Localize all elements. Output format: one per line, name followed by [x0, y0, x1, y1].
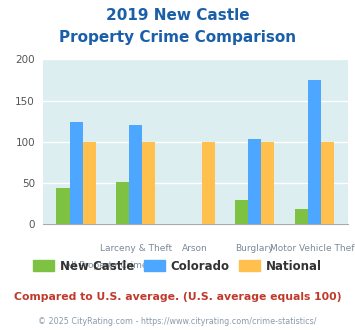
Bar: [116, 182, 129, 224]
Text: Larceny & Theft: Larceny & Theft: [100, 244, 172, 253]
Text: Property Crime Comparison: Property Crime Comparison: [59, 30, 296, 45]
Text: Motor Vehicle Theft: Motor Vehicle Theft: [271, 244, 355, 253]
Bar: [308, 80, 321, 224]
Bar: [83, 142, 96, 224]
Bar: [261, 142, 274, 224]
Bar: [235, 200, 248, 224]
Bar: [70, 122, 83, 224]
Text: Burglary: Burglary: [236, 244, 274, 253]
Text: © 2025 CityRating.com - https://www.cityrating.com/crime-statistics/: © 2025 CityRating.com - https://www.city…: [38, 317, 317, 326]
Bar: [321, 142, 334, 224]
Bar: [129, 125, 142, 224]
Text: 2019 New Castle: 2019 New Castle: [106, 8, 249, 23]
Text: All Property Crime: All Property Crime: [65, 260, 147, 270]
Bar: [295, 209, 308, 224]
Text: Arson: Arson: [182, 244, 208, 253]
Bar: [248, 139, 261, 224]
Bar: [202, 142, 215, 224]
Bar: [56, 188, 70, 224]
Legend: New Castle, Colorado, National: New Castle, Colorado, National: [28, 255, 327, 278]
Text: Compared to U.S. average. (U.S. average equals 100): Compared to U.S. average. (U.S. average …: [14, 292, 341, 302]
Bar: [142, 142, 155, 224]
